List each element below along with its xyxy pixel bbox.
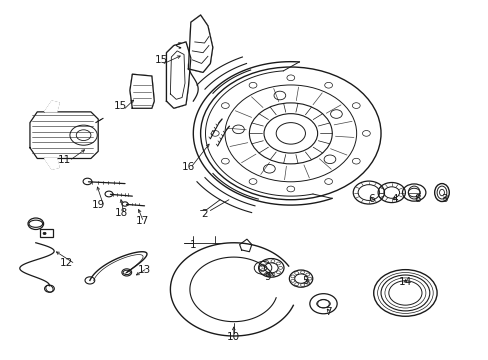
Polygon shape xyxy=(30,112,98,158)
Polygon shape xyxy=(166,42,190,108)
Text: 12: 12 xyxy=(60,258,73,268)
Polygon shape xyxy=(130,74,154,108)
Text: 4: 4 xyxy=(390,194,397,204)
Text: 6: 6 xyxy=(367,194,374,204)
Circle shape xyxy=(43,232,46,234)
Text: 10: 10 xyxy=(227,332,240,342)
Text: 19: 19 xyxy=(91,200,104,210)
Text: 7: 7 xyxy=(325,307,331,317)
Text: 9: 9 xyxy=(264,272,271,282)
Text: 8: 8 xyxy=(413,194,420,204)
Polygon shape xyxy=(44,101,59,112)
Text: 3: 3 xyxy=(440,194,447,204)
Text: 15: 15 xyxy=(113,102,126,112)
Text: 13: 13 xyxy=(138,265,151,275)
Text: 16: 16 xyxy=(182,162,195,172)
Text: 11: 11 xyxy=(58,155,71,165)
Text: 14: 14 xyxy=(398,277,411,287)
Text: 5: 5 xyxy=(302,276,308,286)
Polygon shape xyxy=(44,158,59,169)
Text: 2: 2 xyxy=(201,209,207,219)
Text: 15: 15 xyxy=(155,55,168,65)
Text: 17: 17 xyxy=(135,216,148,226)
Text: 1: 1 xyxy=(190,239,196,249)
Bar xyxy=(40,229,53,237)
Polygon shape xyxy=(188,15,212,72)
Text: 18: 18 xyxy=(115,208,128,218)
